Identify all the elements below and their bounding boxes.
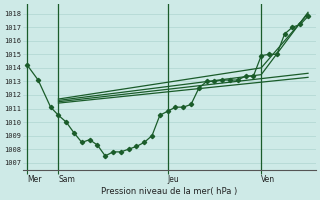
X-axis label: Pression niveau de la mer( hPa ): Pression niveau de la mer( hPa ) <box>101 187 237 196</box>
